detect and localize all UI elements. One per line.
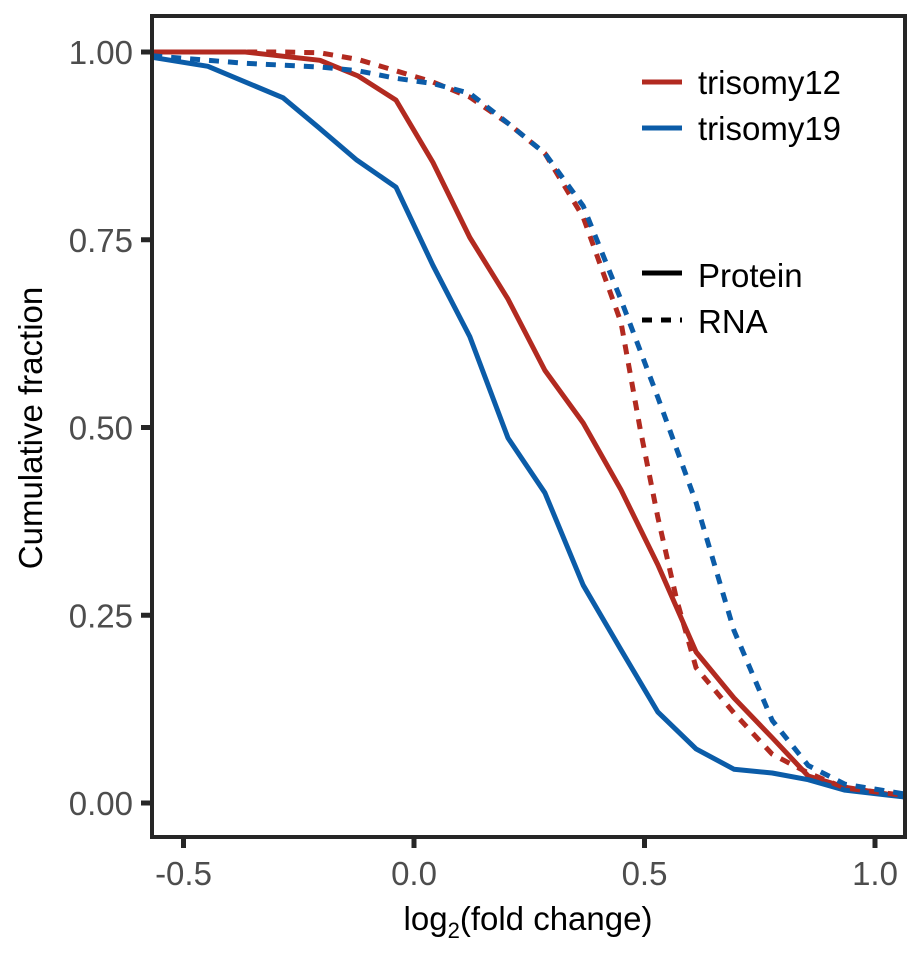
plot-panel-border	[150, 14, 907, 839]
x-axis-title: log2(fold change)	[404, 900, 653, 943]
series-line-trisomy19-protein	[151, 54, 906, 800]
legend-linetype: Protein RNA	[642, 257, 803, 340]
x-axis: -0.5 0.0 0.5 1.0	[155, 839, 898, 892]
legend-label-rna: RNA	[698, 303, 768, 340]
y-axis-title: Cumulative fraction	[12, 287, 49, 569]
legend-label-trisomy19: trisomy19	[698, 110, 841, 147]
y-tick-label: 0.50	[69, 410, 133, 447]
y-tick-label: 0.25	[69, 597, 133, 634]
series-layer	[151, 49, 906, 800]
legend-color: trisomy12 trisomy19	[642, 64, 841, 147]
x-axis-title-base: log	[404, 900, 448, 937]
y-tick-label: 1.00	[69, 34, 133, 71]
legend-label-protein: Protein	[698, 257, 803, 294]
y-axis: 0.00 0.25 0.50 0.75 1.00	[69, 34, 150, 822]
series-line-trisomy12-protein	[152, 49, 906, 800]
legend-label-trisomy12: trisomy12	[698, 64, 841, 101]
x-axis-title-rest: (fold change)	[460, 900, 653, 937]
x-tick-label: 0.0	[391, 855, 437, 892]
x-tick-label: 0.5	[622, 855, 668, 892]
series-line-trisomy12-rna	[152, 49, 906, 798]
x-tick-label: 1.0	[852, 855, 898, 892]
series-line-trisomy19-rna	[151, 53, 906, 797]
x-axis-title-subscript: 2	[448, 918, 460, 943]
y-tick-label: 0.75	[69, 222, 133, 259]
y-tick-label: 0.00	[69, 785, 133, 822]
x-tick-label: -0.5	[155, 855, 212, 892]
